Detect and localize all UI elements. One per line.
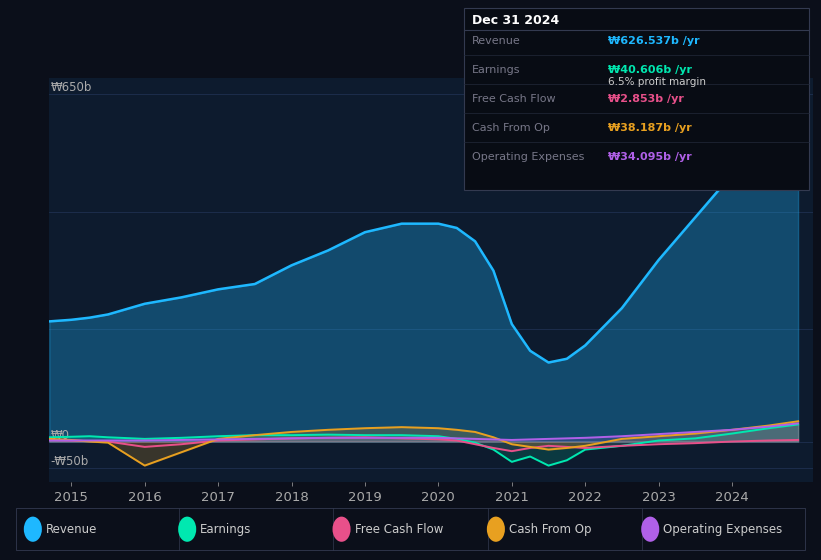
Text: ₩34.095b /yr: ₩34.095b /yr [608, 152, 691, 162]
Text: Free Cash Flow: Free Cash Flow [472, 94, 556, 104]
Text: Free Cash Flow: Free Cash Flow [355, 522, 443, 536]
Text: Cash From Op: Cash From Op [472, 123, 550, 133]
Text: Revenue: Revenue [472, 36, 521, 46]
Text: Dec 31 2024: Dec 31 2024 [472, 14, 559, 27]
Text: Operating Expenses: Operating Expenses [663, 522, 782, 536]
Text: Cash From Op: Cash From Op [509, 522, 591, 536]
Text: Operating Expenses: Operating Expenses [472, 152, 585, 162]
Text: Earnings: Earnings [472, 65, 521, 75]
Text: ₩38.187b /yr: ₩38.187b /yr [608, 123, 691, 133]
Text: 6.5% profit margin: 6.5% profit margin [608, 77, 705, 87]
Text: ₩2.853b /yr: ₩2.853b /yr [608, 94, 683, 104]
Text: -₩50b: -₩50b [51, 455, 89, 468]
Text: ₩40.606b /yr: ₩40.606b /yr [608, 65, 691, 75]
Text: ₩0: ₩0 [51, 428, 70, 441]
Text: Earnings: Earnings [200, 522, 252, 536]
Text: ₩626.537b /yr: ₩626.537b /yr [608, 36, 699, 46]
Text: Revenue: Revenue [46, 522, 98, 536]
Text: ₩650b: ₩650b [51, 81, 92, 95]
